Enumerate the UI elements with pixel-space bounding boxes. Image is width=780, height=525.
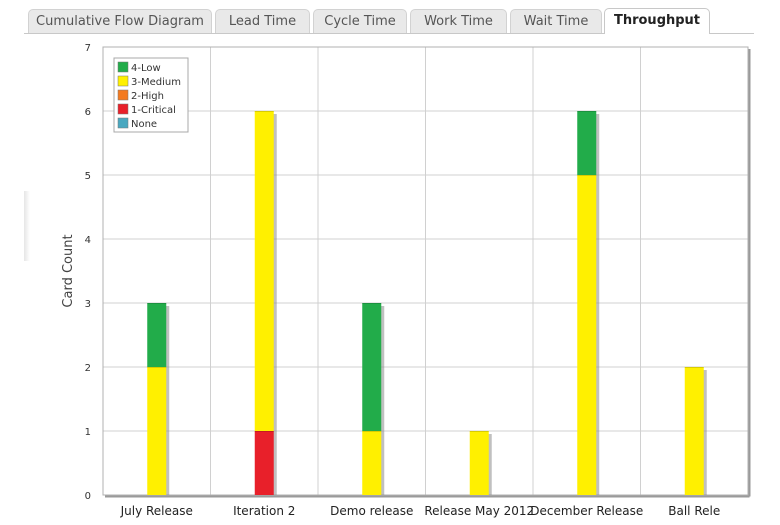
bar-segment xyxy=(362,431,382,495)
bar-segment xyxy=(577,111,597,175)
legend-label: 1-Critical xyxy=(131,105,176,116)
bar-segment xyxy=(577,175,597,495)
x-tick-label: Iteration 2 xyxy=(233,504,295,518)
x-tick-label: July Release xyxy=(120,504,193,518)
legend-label: None xyxy=(131,119,157,130)
tab-cumulative-flow-diagram[interactable]: Cumulative Flow Diagram xyxy=(28,9,212,33)
y-tick-label: 1 xyxy=(85,427,91,438)
legend-label: 4-Low xyxy=(131,63,161,74)
tab-wait-time[interactable]: Wait Time xyxy=(510,9,602,33)
x-tick-label: Ball Rele xyxy=(668,504,720,518)
bar-segment xyxy=(254,431,274,495)
y-tick-label: 5 xyxy=(85,171,91,182)
x-tick-label: Release May 2012 xyxy=(424,504,534,518)
legend-swatch xyxy=(117,117,129,129)
tab-work-time[interactable]: Work Time xyxy=(410,9,507,33)
throughput-chart-area: 0 1 2 3 4 5 6 7 Card Count July Release Iteration … xyxy=(0,36,780,525)
bar-segment xyxy=(147,303,167,367)
bar-segment xyxy=(147,367,167,495)
legend-swatch xyxy=(117,103,129,115)
x-tick-label: December Release xyxy=(530,504,643,518)
legend-label: 3-Medium xyxy=(131,77,181,88)
tab-bar: Cumulative Flow Diagram Lead Time Cycle … xyxy=(0,0,780,36)
y-tick-label: 2 xyxy=(85,363,91,374)
tab-cycle-time[interactable]: Cycle Time xyxy=(313,9,407,33)
bar-segment xyxy=(469,431,489,495)
tab-lead-time[interactable]: Lead Time xyxy=(215,9,310,33)
legend-swatch xyxy=(117,61,129,73)
tab-bar-divider xyxy=(24,33,754,34)
bar-segment xyxy=(684,367,704,495)
legend-label: 2-High xyxy=(131,91,164,102)
y-tick-label: 3 xyxy=(85,299,91,310)
bar-segment xyxy=(254,111,274,431)
y-tick-label: 6 xyxy=(85,107,91,118)
y-tick-label: 7 xyxy=(85,43,91,54)
y-tick-label: 0 xyxy=(85,491,91,502)
plot-frame xyxy=(102,46,749,496)
bar-segment xyxy=(362,303,382,431)
legend-swatch xyxy=(117,89,129,101)
throughput-chart: 0 1 2 3 4 5 6 7 Card Count July Release Iteration … xyxy=(61,43,751,518)
legend-swatch xyxy=(117,75,129,87)
x-tick-label: Demo release xyxy=(330,504,413,518)
y-tick-label: 4 xyxy=(85,235,91,246)
tab-throughput[interactable]: Throughput xyxy=(604,8,710,34)
panel-shadow xyxy=(24,191,30,261)
y-axis-label: Card Count xyxy=(61,234,76,307)
